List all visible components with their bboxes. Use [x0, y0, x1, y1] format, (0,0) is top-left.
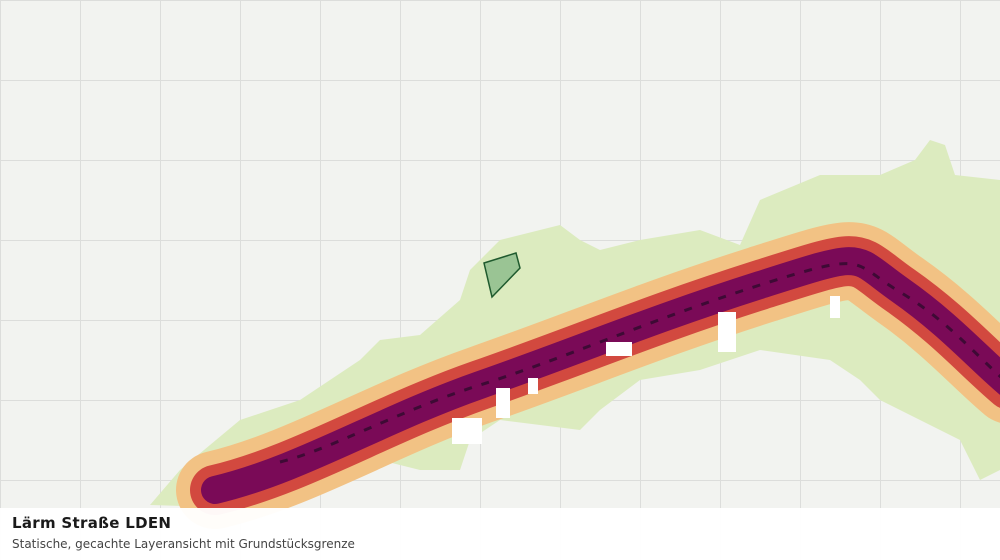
parcel-boundary[interactable]	[483, 252, 521, 299]
layer-title: Lärm Straße LDEN	[12, 514, 172, 532]
layer-subtitle: Statische, gecachte Layeransicht mit Gru…	[12, 537, 355, 551]
building-gaps	[452, 296, 840, 444]
info-panel: Lärm Straße LDEN Statische, gecachte Lay…	[0, 508, 1000, 560]
